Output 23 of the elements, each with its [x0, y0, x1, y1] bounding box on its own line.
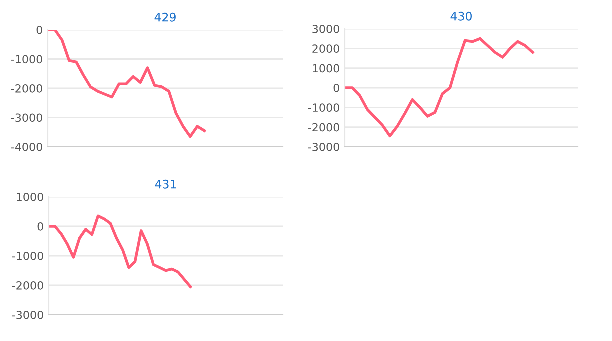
line-series — [48, 30, 206, 138]
y-tick-label: -3000 — [12, 310, 44, 320]
y-tick-label: 1000 — [313, 64, 340, 73]
chart-title: 431 — [155, 180, 176, 189]
line-series — [345, 37, 534, 138]
y-tick-label: -3000 — [308, 142, 340, 152]
y-tick-label: 1000 — [17, 192, 44, 202]
y-tick-label: -3000 — [11, 114, 42, 122]
y-tick-label: 2000 — [312, 44, 340, 54]
y-tick-label: -4000 — [11, 142, 42, 152]
line-series — [49, 214, 192, 288]
y-tick-label: -1000 — [308, 104, 340, 112]
y-tick-label: -2000 — [308, 123, 340, 132]
y-tick-label: 0 — [36, 26, 42, 34]
y-tick-label: 0 — [334, 84, 340, 92]
y-tick-label: -2000 — [12, 281, 44, 290]
y-tick-label: -1000 — [12, 252, 44, 260]
y-tick-label: 3000 — [312, 24, 340, 34]
y-tick-label: -1000 — [11, 55, 42, 64]
y-tick-label: 0 — [38, 222, 44, 231]
chart-title: 429 — [154, 12, 176, 22]
y-tick-label: -2000 — [11, 84, 42, 93]
chart-title: 430 — [450, 12, 472, 21]
